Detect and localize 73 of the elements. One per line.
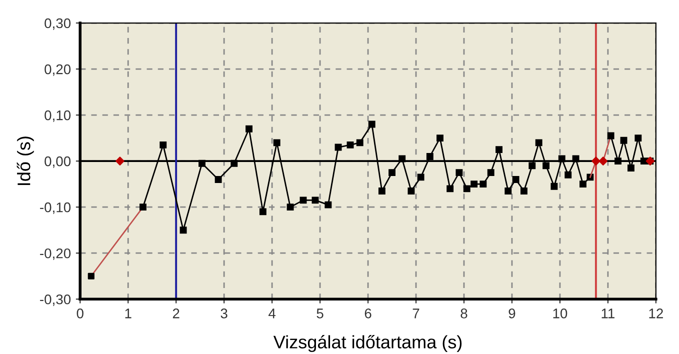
point bbox=[528, 162, 536, 170]
point bbox=[470, 180, 478, 188]
point bbox=[246, 125, 252, 132]
point bbox=[550, 182, 558, 190]
y-tick-label: 0,20 bbox=[44, 64, 71, 76]
point bbox=[140, 204, 146, 211]
point bbox=[334, 144, 342, 151]
y-tick-label: -0,10 bbox=[40, 202, 71, 214]
x-tick-label: 0 bbox=[76, 308, 84, 318]
x-tick-label: 6 bbox=[364, 308, 372, 318]
point bbox=[88, 272, 94, 280]
point bbox=[273, 139, 280, 146]
point bbox=[564, 171, 572, 178]
point bbox=[480, 180, 487, 188]
point bbox=[368, 120, 376, 128]
point bbox=[436, 134, 444, 142]
y-tick-label: 0,30 bbox=[44, 18, 71, 30]
point bbox=[160, 141, 167, 148]
point bbox=[286, 204, 294, 211]
point bbox=[398, 155, 406, 162]
x-tick-label: 10 bbox=[553, 308, 568, 318]
point bbox=[346, 141, 354, 148]
point bbox=[180, 226, 187, 234]
point bbox=[116, 156, 124, 166]
x-axis-title: Vizsgálat időtartama (s) bbox=[273, 334, 462, 352]
y-tick-label: -0,20 bbox=[40, 248, 71, 260]
y-tick-label: 0,00 bbox=[44, 156, 71, 168]
point bbox=[463, 185, 470, 192]
point bbox=[356, 139, 364, 146]
point bbox=[417, 174, 424, 181]
x-tick-label: 3 bbox=[220, 308, 228, 318]
x-tick-label: 12 bbox=[649, 308, 663, 318]
point bbox=[620, 136, 628, 144]
point bbox=[230, 160, 238, 167]
point bbox=[312, 196, 319, 204]
point bbox=[504, 188, 512, 194]
point bbox=[259, 208, 266, 216]
y-tick-label: -0,30 bbox=[40, 294, 71, 306]
x-tick-label: 8 bbox=[460, 308, 468, 318]
point bbox=[512, 176, 520, 183]
point bbox=[487, 169, 494, 176]
point bbox=[598, 156, 608, 166]
x-tick-label: 9 bbox=[508, 308, 516, 318]
y-tick-label: 0,10 bbox=[44, 110, 71, 122]
point bbox=[558, 155, 566, 162]
x-tick-label: 4 bbox=[268, 308, 276, 318]
x-tick-label: 5 bbox=[316, 308, 324, 318]
point bbox=[378, 188, 386, 194]
x-tick-label: 11 bbox=[602, 308, 614, 318]
y-axis-title: Idő (s) bbox=[16, 136, 34, 185]
point bbox=[520, 188, 528, 194]
point bbox=[388, 169, 396, 176]
point bbox=[572, 155, 580, 162]
point bbox=[542, 162, 550, 170]
point bbox=[324, 201, 332, 208]
point bbox=[446, 185, 454, 192]
point bbox=[535, 139, 542, 146]
point bbox=[426, 152, 434, 160]
point bbox=[198, 160, 206, 167]
x-tick-label: 1 bbox=[125, 308, 132, 318]
point bbox=[580, 180, 586, 188]
point bbox=[496, 146, 502, 154]
point bbox=[627, 164, 634, 172]
point bbox=[592, 156, 600, 166]
point bbox=[300, 196, 307, 204]
point bbox=[614, 158, 622, 165]
point bbox=[408, 188, 415, 194]
point bbox=[214, 176, 222, 183]
point bbox=[607, 132, 614, 140]
x-tick-label: 7 bbox=[412, 308, 420, 318]
x-tick-label: 2 bbox=[172, 308, 180, 318]
point bbox=[456, 169, 463, 176]
point bbox=[634, 134, 642, 142]
